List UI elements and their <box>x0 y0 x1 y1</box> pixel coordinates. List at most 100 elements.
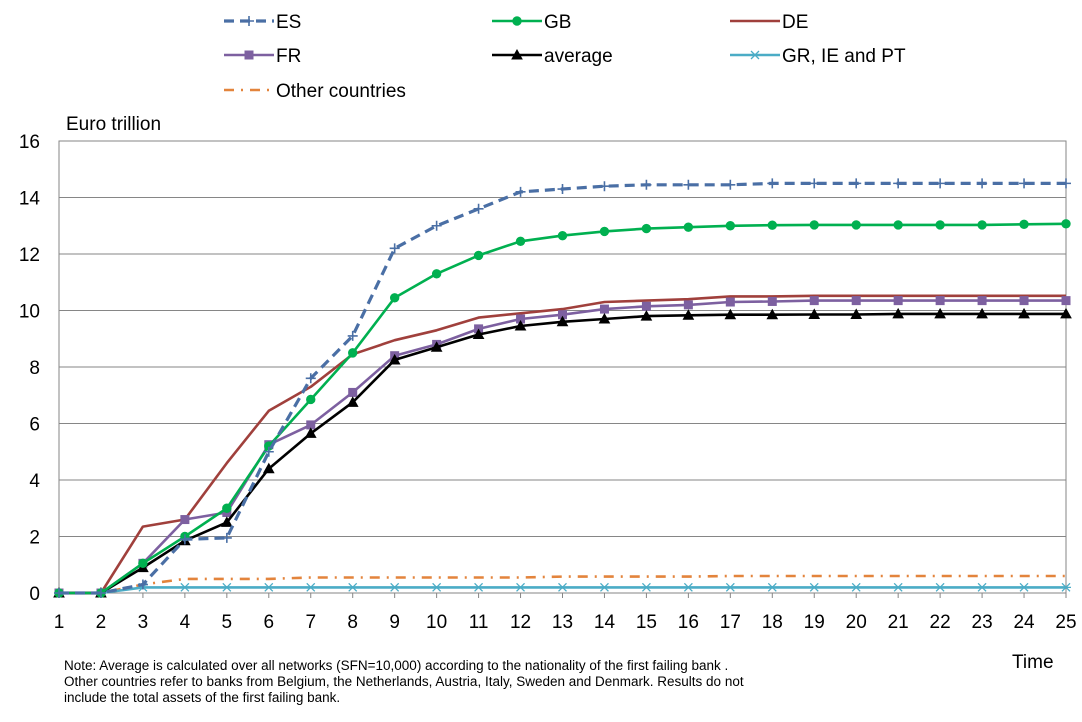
legend-label: ES <box>276 12 301 33</box>
legend-marker <box>750 50 760 60</box>
data-point <box>557 184 568 195</box>
data-point <box>1061 582 1071 592</box>
data-point <box>347 582 358 592</box>
data-point <box>935 178 946 189</box>
x-tick-label: 25 <box>1055 612 1076 633</box>
data-point <box>893 582 904 592</box>
data-point <box>599 181 610 192</box>
y-axis-ticks: 0 2 4 6 8 10 12 14 16 <box>19 132 41 605</box>
data-point <box>893 220 903 230</box>
data-point <box>767 178 778 189</box>
data-point <box>809 220 819 230</box>
data-point <box>683 582 694 592</box>
legend-item: ES <box>224 12 301 33</box>
data-point <box>809 178 820 189</box>
legend-item: Other countries <box>224 81 406 102</box>
y-tick-label: 2 <box>29 528 40 549</box>
legend-item: DE <box>730 12 808 33</box>
data-point <box>599 226 610 237</box>
data-point <box>977 582 988 592</box>
data-point <box>1018 307 1030 319</box>
data-point <box>683 300 693 310</box>
legend-label: average <box>544 46 613 67</box>
data-point <box>304 427 317 438</box>
data-point <box>348 348 358 358</box>
data-point <box>305 582 316 592</box>
legend-label: Other countries <box>276 81 406 102</box>
legend-item: GB <box>492 12 571 33</box>
series-other-countries <box>59 574 1066 595</box>
data-point <box>935 582 946 592</box>
data-point <box>473 203 484 214</box>
x-tick-label: 4 <box>180 612 191 633</box>
data-point <box>389 293 400 303</box>
x-tick-label: 2 <box>96 612 107 633</box>
legend-label: DE <box>782 12 808 33</box>
data-point <box>682 309 695 320</box>
legend-label: FR <box>276 46 301 67</box>
note-line-2: Other countries refer to banks from Belg… <box>64 674 744 689</box>
y-tick-label: 8 <box>29 358 40 379</box>
data-point <box>137 579 148 590</box>
series-line <box>59 574 1066 595</box>
data-point <box>977 220 987 230</box>
data-point <box>641 179 652 190</box>
x-tick-label: 14 <box>594 612 616 633</box>
data-point <box>599 304 609 314</box>
data-point <box>599 582 610 592</box>
series-line <box>59 294 1066 595</box>
data-point <box>431 269 442 279</box>
data-point <box>935 296 945 306</box>
data-point <box>767 296 777 306</box>
data-point <box>1061 219 1071 229</box>
y-tick-label: 12 <box>19 245 40 266</box>
data-point <box>683 179 694 190</box>
data-point <box>892 307 905 319</box>
x-tick-label: 11 <box>469 612 489 633</box>
x-tick-label: 17 <box>720 612 741 633</box>
y-tick-label: 10 <box>19 302 40 323</box>
data-point <box>388 353 401 365</box>
data-point <box>473 250 484 261</box>
x-tick-label: 23 <box>972 612 993 633</box>
x-tick-label: 8 <box>347 612 358 633</box>
data-point <box>808 308 821 319</box>
x-axis-ticks: 1 2 3 4 5 6 7 8 9 10 11 12 13 14 15 16 17 18 19 20 21 22 23 24 2… <box>54 593 1077 633</box>
data-point <box>1019 178 1030 189</box>
legend-label: GR, IE and PT <box>782 46 906 67</box>
data-point <box>809 296 819 306</box>
series-lines <box>53 178 1072 598</box>
data-point <box>262 462 275 474</box>
data-point <box>767 582 778 592</box>
legend-item: GR, IE and PT <box>730 46 906 67</box>
data-point <box>851 582 862 592</box>
legend-marker <box>512 16 522 26</box>
series-gr-ie-and-pt <box>54 582 1071 598</box>
data-point <box>1019 582 1030 592</box>
data-point <box>1060 307 1072 319</box>
data-point <box>221 582 232 592</box>
data-point <box>556 315 569 327</box>
data-point <box>1019 296 1029 306</box>
x-tick-label: 18 <box>762 612 783 633</box>
data-point <box>221 532 232 543</box>
data-point <box>851 296 861 306</box>
data-point <box>977 296 987 306</box>
data-point <box>977 178 988 189</box>
data-point <box>305 373 316 384</box>
x-tick-label: 16 <box>678 612 699 633</box>
data-point <box>725 179 736 190</box>
note-line-3: include the total assets of the first fa… <box>64 690 341 705</box>
data-point <box>598 312 611 324</box>
data-point <box>851 178 862 189</box>
data-point <box>724 308 737 320</box>
legend-item: average <box>492 46 613 67</box>
data-point <box>263 446 274 457</box>
data-point <box>263 582 274 592</box>
series-line <box>59 181 1066 595</box>
data-point <box>557 582 568 592</box>
legend-marker <box>511 48 523 60</box>
data-point <box>430 341 443 352</box>
data-point <box>179 534 190 545</box>
legend-marker <box>244 16 254 26</box>
